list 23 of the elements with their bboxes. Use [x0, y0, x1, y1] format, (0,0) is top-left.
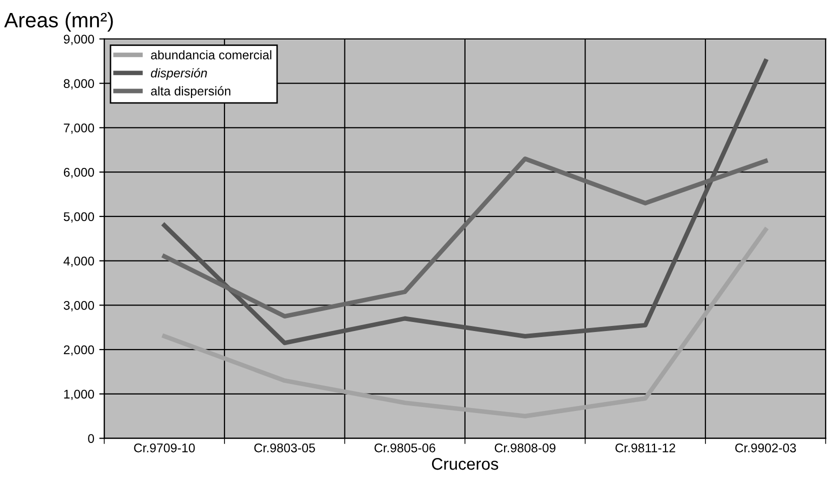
x-tick-label: Cr.9811-12 — [615, 443, 676, 452]
y-tick-label: 3,000 — [64, 300, 94, 312]
legend-label: abundancia comercial — [151, 50, 272, 60]
x-tick-label: Cr.9902-03 — [735, 443, 796, 452]
y-tick-label: 5,000 — [64, 212, 94, 223]
y-tick-label: 2,000 — [64, 345, 94, 356]
y-tick-label: 0 — [88, 434, 94, 443]
x-tick-label: Cr.9808-09 — [494, 443, 556, 452]
chart-title: Areas (mn²) — [4, 12, 113, 32]
y-tick-label: 9,000 — [64, 34, 94, 46]
x-tick-label: Cr.9803-05 — [254, 443, 316, 452]
line-series — [162, 228, 768, 418]
x-axis-title: Cruceros — [432, 458, 498, 470]
y-tick-label: 4,000 — [64, 256, 94, 267]
y-tick-label: 8,000 — [64, 79, 94, 90]
y-tick-label: 1,000 — [64, 390, 94, 400]
y-tick-label: 7,000 — [64, 124, 94, 134]
x-tick-label: Cr.9805-06 — [374, 443, 436, 452]
line-series — [162, 156, 768, 319]
y-tick-label: 6,000 — [64, 168, 94, 178]
legend-label: dispersión — [150, 68, 207, 80]
x-tick-label: Cr.9709-10 — [134, 443, 195, 452]
legend-label: alta dispersión — [151, 86, 230, 98]
